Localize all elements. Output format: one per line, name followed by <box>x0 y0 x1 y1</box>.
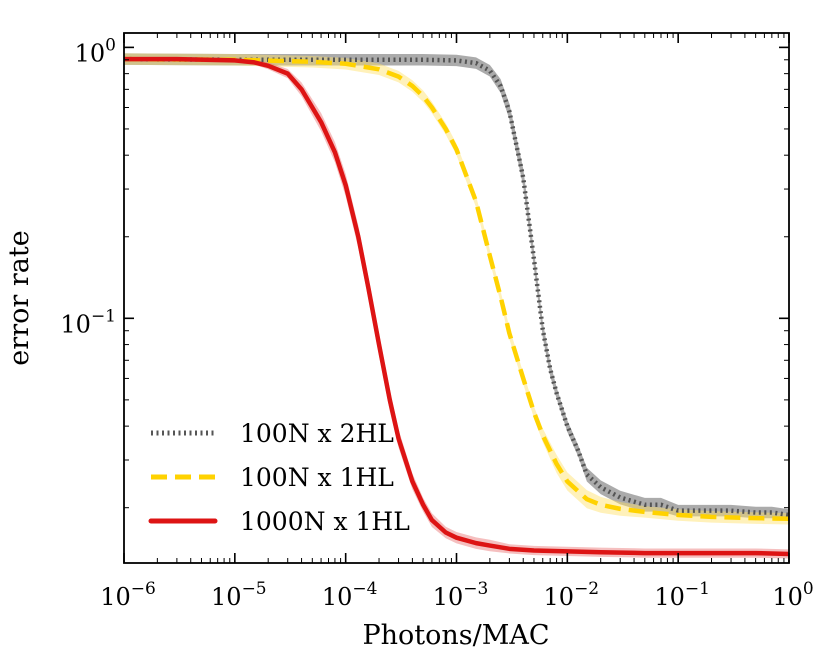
x-axis-label: Photons/MAC <box>362 620 549 651</box>
x-tick-label: 10−3 <box>433 579 489 611</box>
x-tick-label: 100 <box>772 579 813 611</box>
y-tick-label: 100 <box>75 35 116 67</box>
legend-label: 100N x 2HL <box>240 419 394 448</box>
x-tick-label: 10−5 <box>211 579 267 611</box>
y-tick-label: 10−1 <box>60 306 116 338</box>
x-tick-label: 10−6 <box>100 579 156 611</box>
tick-labels: 10−6 10−5 10−4 10−3 10−2 10−1 100 100 10−1 <box>60 35 813 611</box>
line-100n-x-1hl <box>124 56 789 522</box>
plot-frame <box>123 32 790 564</box>
y-axis-label: error rate <box>4 230 35 365</box>
legend-label: 1000N x 1HL <box>240 507 410 536</box>
legend: 100N x 2HL 100N x 1HL 1000N x 1HL <box>148 419 410 536</box>
legend-label: 100N x 1HL <box>240 463 394 492</box>
x-tick-label: 10−4 <box>322 579 378 611</box>
line-1000n-x-1hl <box>124 56 789 557</box>
series-lines <box>124 56 789 557</box>
x-tick-label: 10−1 <box>654 579 710 611</box>
x-tick-label: 10−2 <box>544 579 600 611</box>
line-100n-x-2hl <box>124 56 789 518</box>
